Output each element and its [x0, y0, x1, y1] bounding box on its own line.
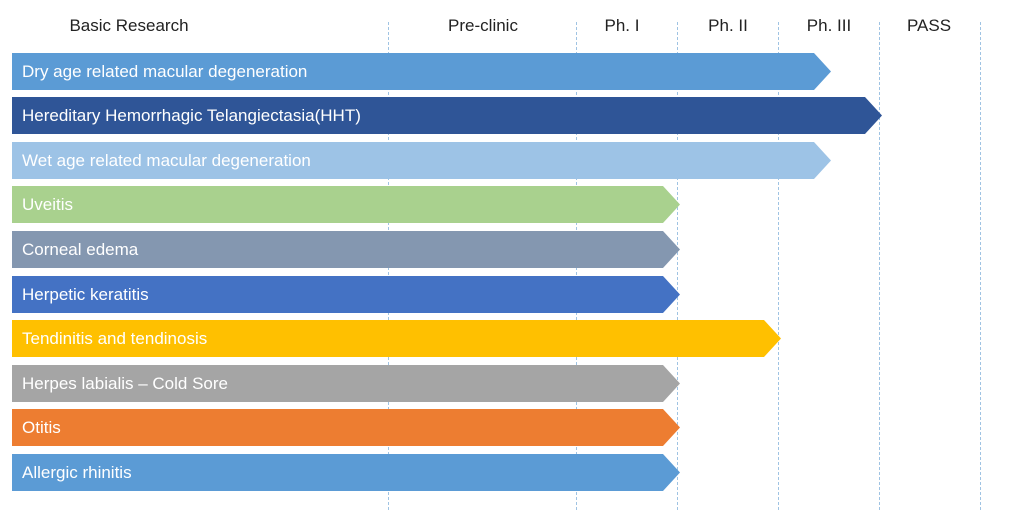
phase-header-pass: PASS [906, 16, 952, 35]
pipeline-indication-label: Dry age related macular degeneration [22, 62, 308, 81]
pipeline-arrow-shape [12, 409, 680, 446]
pipeline-arrow-shape [12, 276, 680, 313]
pipeline-indication-label: Allergic rhinitis [22, 463, 132, 482]
phase-divider-line [778, 22, 779, 510]
pipeline-arrow [12, 53, 831, 90]
pipeline-arrow-shape [12, 53, 831, 90]
pipeline-arrow-shape [12, 454, 680, 491]
pipeline-arrow-shape [12, 320, 781, 357]
phase-divider-line [980, 22, 981, 510]
pipeline-arrow [12, 97, 882, 134]
phase-divider-line [879, 22, 880, 510]
phase-header-ph1: Ph. I [604, 16, 640, 35]
phase-header-ph3: Ph. III [806, 16, 852, 35]
pipeline-indication-label: Herpetic keratitis [22, 285, 149, 304]
pipeline-arrow [12, 231, 680, 268]
pipeline-indication-label: Wet age related macular degeneration [22, 151, 311, 170]
pipeline-indication-label: Herpes labialis – Cold Sore [22, 374, 228, 393]
phase-header-preclinic: Pre-clinic [448, 16, 518, 35]
pipeline-indication-label: Tendinitis and tendinosis [22, 329, 208, 348]
pipeline-arrow-shape [12, 97, 882, 134]
pipeline-indication-label: Uveitis [22, 195, 74, 214]
phase-header-basic: Basic Research [69, 16, 189, 35]
pipeline-indication-label: Otitis [22, 418, 61, 437]
pipeline-arrow [12, 409, 680, 446]
pipeline-arrow [12, 142, 831, 179]
phase-divider-line [677, 22, 678, 510]
pipeline-arrow [12, 365, 680, 402]
pipeline-arrow [12, 186, 680, 223]
pipeline-arrow-shape [12, 365, 680, 402]
pipeline-indication-label: Hereditary Hemorrhagic Telangiectasia(HH… [22, 106, 361, 125]
pipeline-indication-label: Corneal edema [22, 240, 139, 259]
pipeline-arrow-shape [12, 231, 680, 268]
pipeline-arrow-shape [12, 142, 831, 179]
pipeline-arrow-shape [12, 186, 680, 223]
pipeline-arrow [12, 454, 680, 491]
phase-header-ph2: Ph. II [708, 16, 748, 35]
pipeline-arrow [12, 276, 680, 313]
pipeline-arrow [12, 320, 781, 357]
